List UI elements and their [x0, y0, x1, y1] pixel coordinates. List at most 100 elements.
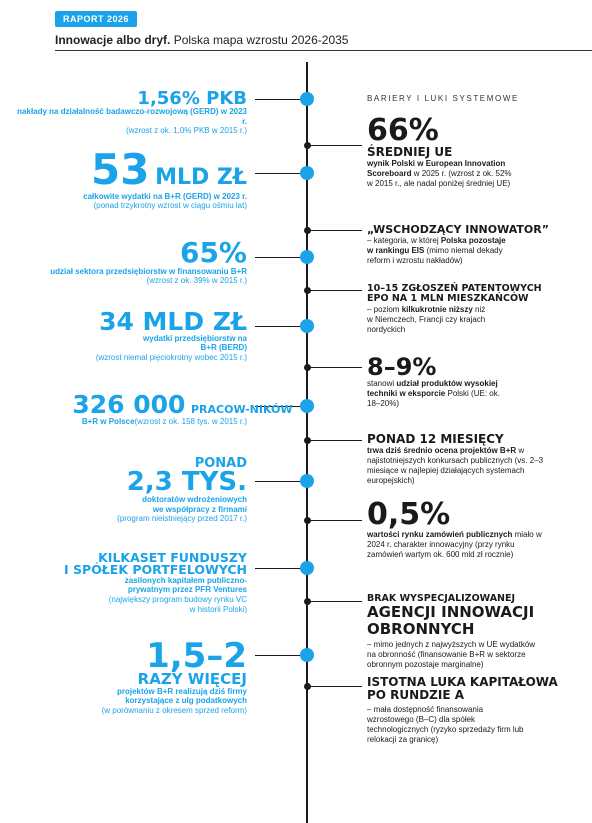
- stat-description: nakłady na działalność badawczo-rozwojow…: [17, 107, 247, 126]
- timeline-node-right-1: [303, 141, 311, 149]
- barrier-description-bold: Polska pozostaje w rankingu EIS: [367, 236, 506, 256]
- barrier-description: miało w 2024 r. charakter innowacyjny (p…: [367, 530, 542, 559]
- stat-description: wydatki przedsiębiorstw na B+R (BERD): [142, 333, 247, 353]
- barrier-description: – mała dostępność finansowania wzrostowe…: [367, 705, 524, 745]
- connector-left-8: [255, 655, 300, 656]
- timeline-node-left-2: [300, 166, 314, 180]
- timeline-node-right-5: [303, 436, 311, 444]
- barrier-description-bold: wynik Polski w European Innovation Score…: [367, 159, 506, 179]
- stat-rd-workers: 326 000 PRACOW-NIKÓW B+R w Polsce(wzrost…: [7, 390, 292, 426]
- connector-left-4: [255, 326, 300, 327]
- barrier-heading-large: AGENCJI INNOWACJI OBRONNYCH: [367, 603, 535, 638]
- stat-value: 1,56% PKB: [137, 88, 247, 109]
- timeline-node-left-5: [300, 399, 314, 413]
- stat-value: 2,3 TYS.: [126, 467, 247, 498]
- barrier-description: w 2025 r. (wzrost z ok. 52% w 2015 r., a…: [367, 169, 512, 189]
- barrier-description: – mimo jednych z najwyższych w UE wydatk…: [367, 640, 536, 670]
- stat-value: 53: [91, 145, 150, 194]
- stat-description: B+R w Polsce: [81, 416, 135, 426]
- stat-berd: 34 MLD ZŁ wydatki przedsiębiorstw na B+R…: [17, 307, 247, 363]
- connector-right-6: [310, 520, 362, 521]
- barrier-description-tail: Polski (UE: ok. 18–20%): [367, 389, 500, 408]
- barrier-evaluation-time: PONAD 12 MIESIĘCY trwa dziś średnio ocen…: [367, 432, 567, 486]
- connector-left-2: [255, 173, 300, 174]
- stat-note: (największy program budowy rynku VC w hi…: [108, 594, 247, 614]
- stat-note: (wzrost z ok. 39% w 2015 r.): [146, 276, 247, 286]
- timeline-node-left-4: [300, 319, 314, 333]
- page-title-bold: Innowacje albo dryf.: [55, 33, 171, 47]
- timeline-node-left-3: [300, 250, 314, 264]
- barrier-value: 0,5%: [367, 497, 451, 532]
- timeline-node-left-6: [300, 474, 314, 488]
- connector-left-7: [255, 568, 300, 569]
- page-title-rest: Polska mapa wzrostu 2026-2035: [170, 33, 349, 47]
- barrier-heading: „WSCHODZĄCY INNOWATOR”: [367, 223, 549, 236]
- barrier-description-bold: udział produktów wysokiej techniki w eks…: [367, 379, 498, 398]
- barrier-description-bold: trwa dziś średnio ocena projektów B+R: [367, 446, 517, 456]
- barrier-description-bold: kilkukrotnie niższy: [401, 304, 473, 314]
- connector-right-1: [310, 145, 362, 146]
- barrier-description: – kategoria, w której: [367, 236, 441, 246]
- timeline-node-left-7: [300, 561, 314, 575]
- stat-value-unit: MLD ZŁ: [155, 165, 247, 190]
- barrier-eis-score: 66% ŚREDNIEJ UE wynik Polski w European …: [367, 116, 567, 189]
- barrier-description-bold: wartości rynku zamówień publicznych: [367, 530, 513, 539]
- stat-note: (w porównaniu z okresem sprzed reform): [101, 705, 247, 715]
- barrier-heading: ŚREDNIEJ UE: [367, 145, 453, 159]
- report-badge: RAPORT 2026: [55, 11, 138, 27]
- connector-right-4: [310, 367, 362, 368]
- stat-value: 65%: [179, 236, 247, 269]
- barrier-public-procurement: 0,5% wartości rynku zamówień publicznych…: [367, 500, 567, 560]
- stat-business-share: 65% udział sektora przedsiębiorstw w fin…: [17, 236, 247, 286]
- connector-right-5: [310, 440, 362, 441]
- stat-value: KILKASET FUNDUSZY: [98, 550, 247, 565]
- barrier-emerging-innovator: „WSCHODZĄCY INNOWATOR” – kategoria, w kt…: [367, 223, 567, 266]
- page-title: Innowacje albo dryf. Polska mapa wzrostu…: [55, 33, 348, 47]
- stat-description: doktoratów wdrożeniowych we współpracy z…: [142, 495, 247, 514]
- connector-right-3: [310, 290, 362, 291]
- timeline-node-right-7: [303, 597, 311, 605]
- stat-gerd-total: 53 MLD ZŁ całkowite wydatki na B+R (GERD…: [17, 149, 247, 211]
- stat-vc-funds: KILKASET FUNDUSZY I SPÓŁEK PORTFELOWYCH …: [17, 550, 247, 614]
- timeline-node-left-8: [300, 648, 314, 662]
- stat-doctorates: PONAD 2,3 TYS. doktoratów wdrożeniowych …: [17, 456, 247, 524]
- stat-value-line2: I SPÓŁEK PORTFELOWYCH: [63, 561, 247, 577]
- barrier-heading: BRAK WYSPECJALIZOWANEJ: [367, 593, 516, 604]
- stat-note: (wzrost z ok. 158 tys. w 2015 r.): [134, 416, 247, 426]
- connector-left-5: [255, 406, 300, 407]
- barrier-description-tail: niż w Niemczech, Francji czy krajach nor…: [367, 304, 486, 334]
- stat-description: całkowite wydatki na B+R (GERD) w 2023 r…: [83, 191, 247, 201]
- barrier-defense-agency: BRAK WYSPECJALIZOWANEJ AGENCJI INNOWACJI…: [367, 593, 567, 670]
- barrier-patents: 10–15 ZGŁOSZEŃ PATENTOWYCH EPO NA 1 MLN …: [367, 283, 567, 335]
- stat-value: 34 MLD ZŁ: [99, 307, 247, 336]
- connector-right-8: [310, 686, 362, 687]
- connector-right-2: [310, 230, 362, 231]
- stat-value-prefix: PONAD: [194, 456, 247, 471]
- stat-value: 326 000: [72, 390, 186, 419]
- stat-description: zasilonych kapitałem publiczno-prywatnym…: [124, 575, 247, 595]
- stat-gerd-pkb: 1,56% PKB nakłady na działalność badawcz…: [17, 88, 247, 136]
- timeline-node-right-6: [303, 516, 311, 524]
- timeline-node-left-1: [300, 92, 314, 106]
- barrier-description-tail: (mimo niemal dekady reform i wzrostu nak…: [367, 246, 503, 266]
- barrier-value: 66%: [367, 113, 439, 148]
- connector-right-7: [310, 601, 362, 602]
- barrier-description: w najistotniejszych konkursach publiczny…: [367, 446, 544, 486]
- connector-left-1: [255, 99, 300, 100]
- timeline-node-right-2: [303, 226, 311, 234]
- stat-value-unit: RAZY WIĘCEJ: [137, 670, 247, 689]
- timeline-node-right-4: [303, 363, 311, 371]
- connector-left-3: [255, 257, 300, 258]
- barrier-capital-gap: ISTOTNA LUKA KAPITAŁOWA PO RUNDZIE A – m…: [367, 675, 567, 745]
- stat-tax-relief: 1,5–2 RAZY WIĘCEJ projektów B+R realizuj…: [17, 639, 247, 715]
- stat-description: projektów B+R realizują dziś firmy korzy…: [116, 686, 247, 706]
- barrier-heading: PONAD 12 MIESIĘCY: [367, 432, 504, 446]
- timeline-node-right-3: [303, 286, 311, 294]
- barrier-value: 8–9%: [367, 353, 437, 381]
- stat-note: (wzrost niemal pięciokrotny wobec 2015 r…: [95, 352, 247, 362]
- barrier-description: – poziom: [367, 304, 402, 314]
- stat-note: (wzrost z ok. 1,0% PKB w 2015 r.): [126, 126, 247, 136]
- stat-note: (program nieistniejący przed 2017 r.): [117, 514, 247, 524]
- timeline-node-right-8: [303, 682, 311, 690]
- header-divider: [55, 50, 592, 51]
